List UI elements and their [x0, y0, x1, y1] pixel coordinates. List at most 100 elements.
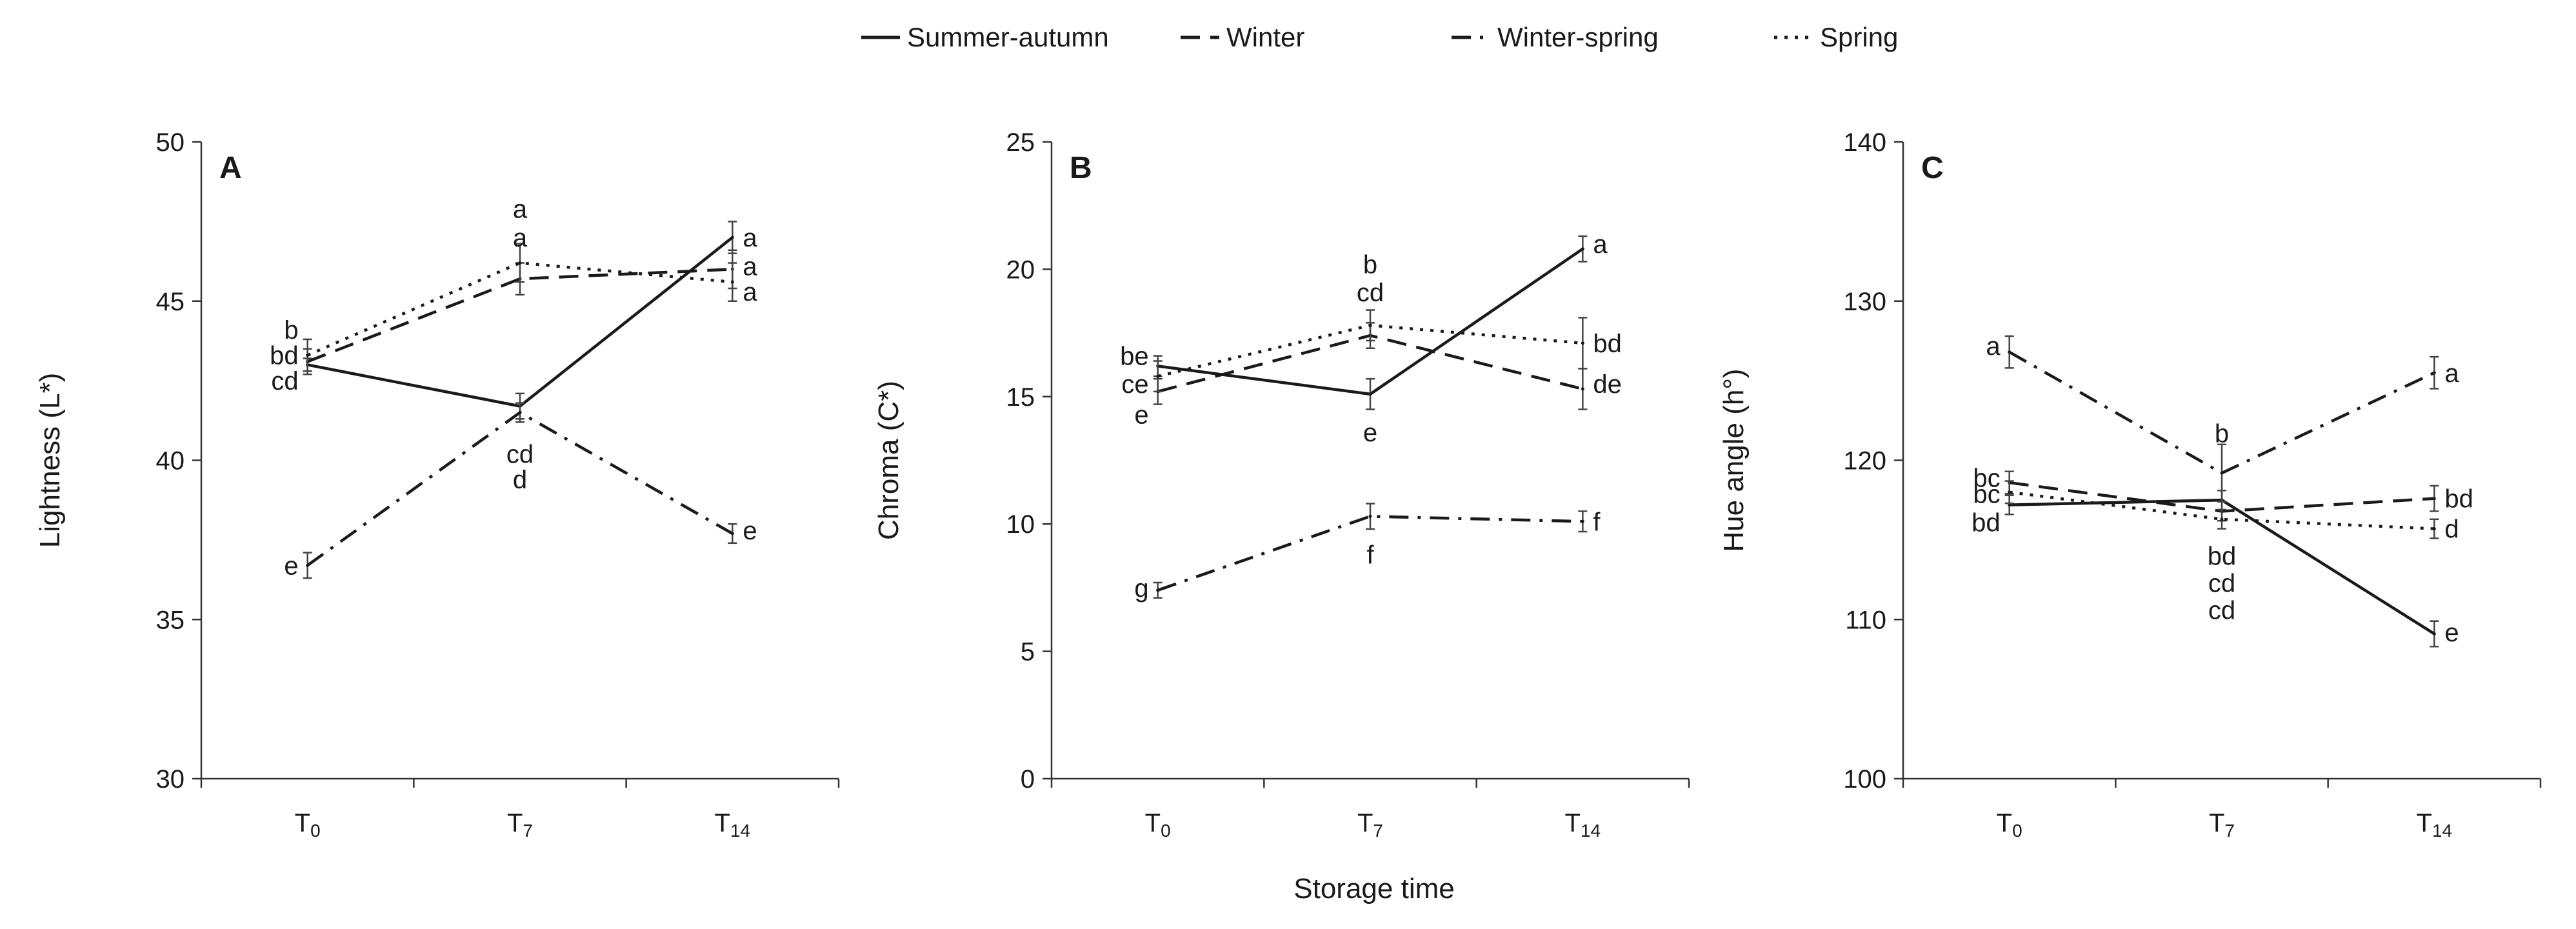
significance-label: de — [1593, 370, 1622, 399]
y-tick-label: 5 — [1021, 638, 1035, 666]
x-tick-label: T14 — [2417, 809, 2453, 841]
y-tick-label: 25 — [1006, 128, 1035, 157]
panel-letter: C — [1921, 151, 1944, 185]
significance-label: a — [743, 278, 757, 306]
significance-label: a — [743, 252, 757, 281]
data-point-winter-spring — [730, 532, 734, 535]
significance-label: e — [743, 517, 757, 545]
data-point-summer-autumn — [1368, 392, 1372, 396]
series-line-winter — [306, 268, 733, 363]
data-point-winter-spring — [1156, 588, 1160, 592]
significance-label: a — [1986, 332, 2001, 361]
significance-label: a — [743, 224, 757, 252]
significance-label: e — [1134, 401, 1148, 429]
y-tick-label: 40 — [156, 447, 185, 475]
y-tick-label: 50 — [156, 128, 185, 157]
y-tick-label: 10 — [1006, 510, 1035, 539]
data-point-spring — [1581, 341, 1584, 345]
significance-label: a — [2444, 359, 2459, 388]
data-point-winter-spring — [518, 410, 522, 414]
x-tick-label: T7 — [507, 809, 533, 841]
data-point-winter-spring — [2220, 471, 2224, 475]
significance-label: e — [2444, 619, 2459, 647]
y-tick-label: 140 — [1843, 128, 1886, 157]
y-axis-label: Hue angle (h°) — [1718, 368, 1750, 552]
data-point-summer-autumn — [2432, 632, 2436, 635]
significance-label: be — [1120, 343, 1149, 371]
y-tick-label: 45 — [156, 288, 185, 316]
significance-label: cd — [2208, 596, 2235, 624]
significance-label: f — [1366, 541, 1374, 570]
significance-label: bd — [2444, 485, 2473, 514]
significance-label: cd — [506, 441, 534, 469]
data-point-winter-spring — [2008, 350, 2012, 354]
x-tick-label: T0 — [295, 809, 321, 841]
data-point-winter-spring — [1368, 514, 1372, 518]
significance-label: bc — [1973, 480, 2000, 508]
significance-label: a — [1593, 230, 1608, 259]
data-point-summer-autumn — [730, 235, 734, 239]
y-tick-label: 120 — [1843, 447, 1886, 475]
data-point-spring — [518, 261, 522, 265]
significance-label: b — [2215, 420, 2229, 448]
data-point-spring — [1368, 323, 1372, 327]
significance-label: bc — [1973, 464, 2000, 493]
y-tick-label: 100 — [1843, 765, 1886, 794]
data-point-spring — [1156, 374, 1160, 378]
y-tick-label: 130 — [1843, 288, 1886, 316]
significance-label: cd — [1357, 279, 1384, 307]
y-tick-label: 35 — [156, 606, 185, 634]
data-point-winter-spring — [306, 563, 310, 567]
significance-label: e — [284, 552, 298, 580]
data-point-spring — [2008, 490, 2012, 494]
y-tick-label: 15 — [1006, 383, 1035, 412]
significance-label: b — [284, 316, 298, 345]
series-line-spring — [306, 261, 733, 357]
significance-label: a — [513, 195, 528, 224]
y-tick-label: 0 — [1021, 765, 1035, 794]
x-tick-label: T14 — [1565, 809, 1601, 841]
series-line-winter-spring — [1157, 515, 1583, 592]
x-tick-label: T7 — [2209, 809, 2235, 841]
data-point-winter — [1581, 387, 1584, 391]
data-point-winter — [2432, 497, 2436, 501]
significance-label: b — [1363, 251, 1377, 279]
x-tick-label: T14 — [715, 809, 751, 841]
data-point-summer-autumn — [1581, 247, 1584, 251]
x-tick-label: T0 — [1145, 809, 1171, 841]
significance-label: ce — [1121, 370, 1148, 399]
significance-label: bd — [270, 342, 299, 370]
y-axis-label: Lightness (L*) — [34, 373, 66, 548]
y-tick-label: 20 — [1006, 255, 1035, 284]
legend: Summer-autumn Winter Winter-spring Spring — [861, 22, 1898, 52]
significance-label: bd — [1972, 509, 2001, 537]
significance-label: cd — [271, 367, 298, 395]
data-point-spring — [2220, 517, 2224, 521]
significance-label: bd — [1593, 330, 1622, 358]
data-point-spring — [2432, 527, 2436, 531]
legend-label-summer-autumn: Summer-autumn — [907, 22, 1109, 52]
significance-label: d — [2444, 515, 2459, 544]
significance-label: bd — [2208, 543, 2237, 571]
x-tick-label: T0 — [1997, 809, 2022, 841]
panel-letter: B — [1070, 151, 1092, 185]
y-tick-label: 110 — [1845, 606, 1886, 634]
data-point-spring — [730, 280, 734, 284]
legend-label-winter: Winter — [1226, 22, 1304, 52]
legend-label-winter-spring: Winter-spring — [1497, 22, 1659, 52]
x-tick-label: T7 — [1357, 809, 1383, 841]
significance-label: g — [1134, 574, 1148, 603]
data-point-winter-spring — [2432, 371, 2436, 375]
legend-label-spring: Spring — [1820, 22, 1898, 52]
data-point-winter-spring — [1581, 519, 1584, 523]
significance-label: e — [1363, 419, 1377, 447]
y-axis-label: Chroma (C*) — [873, 381, 904, 540]
significance-label: f — [1593, 508, 1601, 536]
significance-label: cd — [2208, 569, 2235, 597]
data-point-spring — [306, 354, 310, 357]
